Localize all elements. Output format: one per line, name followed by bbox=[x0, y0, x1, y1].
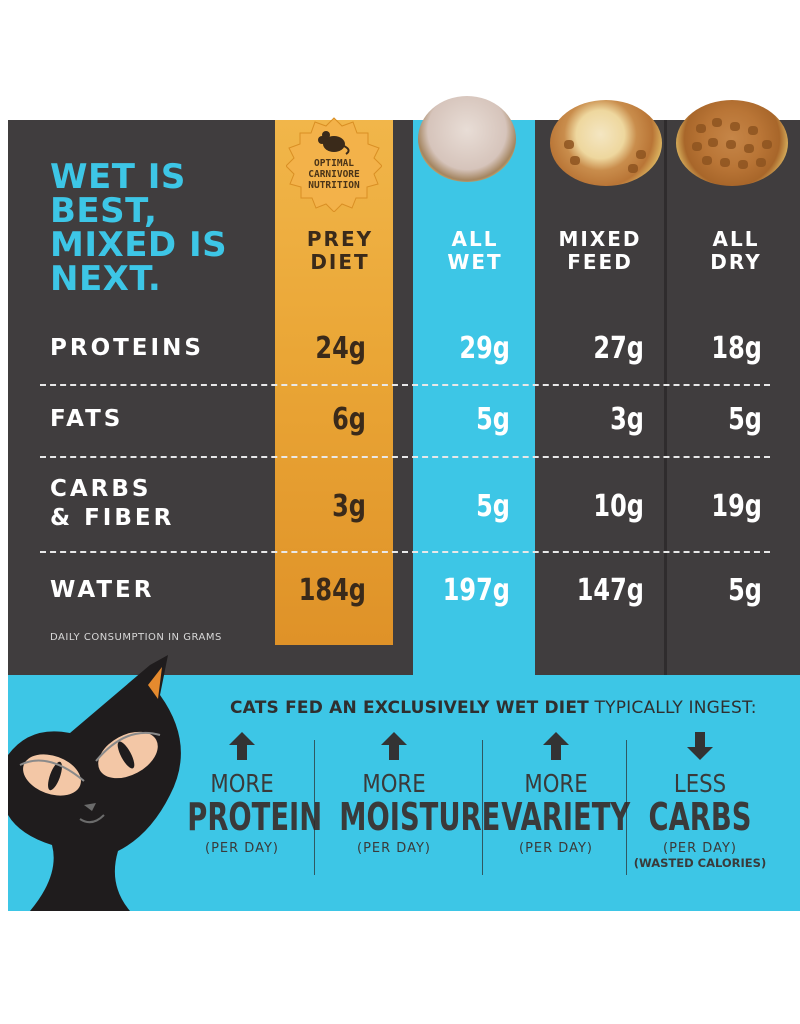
benefit-qualifier: MORE bbox=[210, 769, 274, 798]
value-water-wet: 197g bbox=[442, 573, 510, 608]
arrow-up-icon bbox=[543, 732, 569, 760]
benefit-separator bbox=[626, 740, 627, 875]
column-header-prey-diet: PREY DIET bbox=[306, 227, 374, 274]
row-divider bbox=[40, 456, 770, 458]
benefit-variety: MORE VARIETY (PER DAY) bbox=[480, 730, 632, 856]
benefit-separator bbox=[314, 740, 315, 875]
benefit-protein: MORE PROTEIN (PER DAY) bbox=[166, 730, 323, 856]
benefit-name: PROTEIN bbox=[187, 795, 323, 839]
benefits-title-bold: CATS FED AN EXCLUSIVELY WET DIET bbox=[230, 698, 589, 718]
benefit-per: (PER DAY) bbox=[357, 841, 431, 856]
mouse-icon bbox=[318, 131, 350, 155]
benefits-title-rest: TYPICALLY INGEST: bbox=[588, 698, 757, 718]
table-background bbox=[8, 120, 800, 675]
value-fats-mixed: 3g bbox=[610, 402, 644, 437]
value-carbs-dry: 19g bbox=[711, 489, 762, 524]
column-divider bbox=[664, 120, 667, 675]
arrow-up-icon bbox=[229, 732, 255, 760]
value-fats-prey: 6g bbox=[332, 402, 366, 437]
benefit-per: (PER DAY) bbox=[205, 841, 279, 856]
value-carbs-wet: 5g bbox=[476, 489, 510, 524]
column-header-all-dry: ALL DRY bbox=[710, 227, 762, 274]
benefit-qualifier: MORE bbox=[362, 769, 426, 798]
benefit-moisture: MORE MOISTURE (PER DAY) bbox=[318, 730, 501, 856]
value-water-dry: 5g bbox=[728, 573, 762, 608]
benefit-note: (WASTED CALORIES) bbox=[633, 856, 767, 870]
row-label-carbs-fiber: CARBS & FIBER bbox=[50, 476, 175, 531]
benefit-qualifier: LESS bbox=[673, 769, 727, 798]
dry-food-bowl-image bbox=[676, 100, 788, 186]
wet-food-bowl-image bbox=[418, 96, 516, 182]
benefit-name: VARIETY bbox=[501, 795, 631, 839]
row-divider bbox=[40, 551, 770, 553]
value-carbs-mixed: 10g bbox=[593, 489, 644, 524]
value-fats-wet: 5g bbox=[476, 402, 510, 437]
value-proteins-dry: 18g bbox=[711, 331, 762, 366]
value-water-mixed: 147g bbox=[576, 573, 644, 608]
column-header-all-wet: ALL WET bbox=[447, 227, 503, 274]
column-header-mixed-feed: MIXED FEED bbox=[558, 227, 642, 274]
benefit-per: (PER DAY) bbox=[519, 841, 593, 856]
cat-illustration bbox=[8, 655, 181, 911]
benefit-name: MOISTURE bbox=[339, 795, 501, 839]
benefit-per: (PER DAY) bbox=[663, 841, 737, 856]
benefit-name: CARBS bbox=[648, 795, 752, 839]
row-divider bbox=[40, 384, 770, 386]
footnote: DAILY CONSUMPTION IN GRAMS bbox=[50, 632, 222, 643]
headline: WET IS BEST, MIXED IS NEXT. bbox=[50, 157, 228, 299]
benefit-separator bbox=[482, 740, 483, 875]
row-label-fats: FATS bbox=[50, 406, 124, 432]
value-proteins-mixed: 27g bbox=[593, 331, 644, 366]
value-water-prey: 184g bbox=[298, 573, 366, 608]
mixed-food-bowl-image bbox=[550, 100, 662, 186]
benefit-carbs: LESS CARBS (PER DAY) (WASTED CALORIES) bbox=[624, 730, 776, 871]
value-proteins-wet: 29g bbox=[459, 331, 510, 366]
all-wet-column bbox=[413, 120, 535, 675]
badge-text: OPTIMAL CARNIVORE NUTRITION bbox=[308, 158, 360, 191]
row-label-proteins: PROTEINS bbox=[50, 335, 204, 361]
value-carbs-prey: 3g bbox=[332, 489, 366, 524]
value-proteins-prey: 24g bbox=[315, 331, 366, 366]
arrow-down-icon bbox=[687, 732, 713, 760]
carnivore-badge bbox=[286, 117, 382, 212]
benefits-title: CATS FED AN EXCLUSIVELY WET DIET TYPICAL… bbox=[230, 698, 757, 718]
row-label-water: WATER bbox=[50, 577, 155, 603]
value-fats-dry: 5g bbox=[728, 402, 762, 437]
arrow-up-icon bbox=[381, 732, 407, 760]
benefit-qualifier: MORE bbox=[524, 769, 588, 798]
